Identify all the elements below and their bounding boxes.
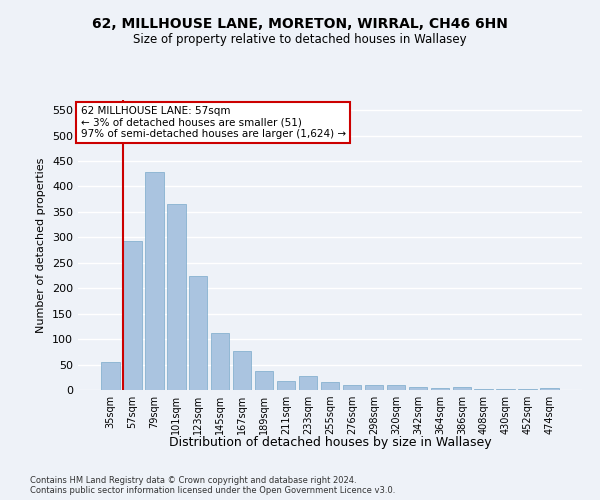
Bar: [343, 385, 361, 390]
Text: 62, MILLHOUSE LANE, MORETON, WIRRAL, CH46 6HN: 62, MILLHOUSE LANE, MORETON, WIRRAL, CH4…: [92, 18, 508, 32]
Bar: [431, 388, 449, 390]
Bar: [211, 332, 229, 390]
Bar: [320, 382, 340, 390]
Text: 62 MILLHOUSE LANE: 57sqm
← 3% of detached houses are smaller (51)
97% of semi-de: 62 MILLHOUSE LANE: 57sqm ← 3% of detache…: [80, 106, 346, 139]
Bar: [386, 385, 405, 390]
Bar: [409, 388, 427, 390]
Bar: [101, 362, 119, 390]
Text: Contains HM Land Registry data © Crown copyright and database right 2024.
Contai: Contains HM Land Registry data © Crown c…: [30, 476, 395, 495]
Bar: [365, 385, 383, 390]
Bar: [189, 276, 208, 390]
Text: Size of property relative to detached houses in Wallasey: Size of property relative to detached ho…: [133, 32, 467, 46]
Bar: [299, 376, 317, 390]
Y-axis label: Number of detached properties: Number of detached properties: [37, 158, 46, 332]
Bar: [233, 352, 251, 390]
Text: Distribution of detached houses by size in Wallasey: Distribution of detached houses by size …: [169, 436, 491, 449]
Bar: [145, 172, 164, 390]
Bar: [123, 241, 142, 390]
Bar: [167, 204, 185, 390]
Bar: [255, 370, 274, 390]
Bar: [277, 381, 295, 390]
Bar: [541, 388, 559, 390]
Bar: [452, 387, 471, 390]
